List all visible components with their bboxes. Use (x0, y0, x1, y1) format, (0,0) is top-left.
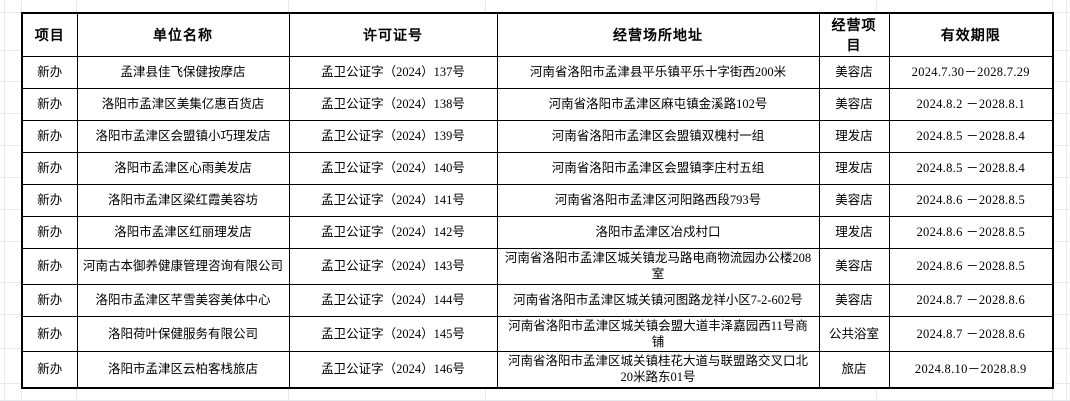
table-row: 新办 洛阳市孟津区红丽理发店 孟卫公证字（2024）142号 洛阳市孟津区冶戍村口 理发… (21, 216, 1054, 249)
table-row: 新办 洛阳市孟津区芊雪美容美体中心 孟卫公证字（2024）144号 河南省洛阳市孟津区… (21, 283, 1054, 317)
cell-license-number: 孟卫公证字（2024）146号 (288, 351, 498, 388)
column-header-license-number: 许可证号 (288, 12, 498, 57)
cell-license-number: 孟卫公证字（2024）140号 (288, 152, 498, 185)
column-header-address: 经营场所地址 (496, 12, 820, 57)
cell-license-number: 孟卫公证字（2024）139号 (288, 120, 498, 153)
cell-validity: 2024.7.30－2028.7.29 (888, 56, 1054, 89)
cell-license-number: 孟卫公证字（2024）144号 (288, 283, 498, 317)
cell-business-item: 理发店 (818, 216, 890, 249)
cell-unit-name: 洛阳荷叶保健服务有限公司 (76, 315, 290, 352)
cell-address: 河南省洛阳市孟津区河阳路西段793号 (496, 184, 820, 217)
column-header-project: 项目 (21, 12, 78, 57)
cell-project: 新办 (21, 216, 78, 249)
cell-license-number: 孟卫公证字（2024）145号 (288, 315, 498, 352)
cell-validity: 2024.8.5 －2028.8.4 (888, 120, 1054, 153)
table-row: 新办 孟津县佳飞保健按摩店 孟卫公证字（2024）137号 河南省洛阳市孟津县平乐镇平… (21, 56, 1054, 89)
cell-unit-name: 洛阳市孟津区梁红霞美容坊 (76, 184, 290, 217)
cell-unit-name: 洛阳市孟津区会盟镇小巧理发店 (76, 120, 290, 153)
cell-business-item: 美容店 (818, 283, 890, 317)
cell-project: 新办 (21, 315, 78, 352)
cell-address: 洛阳市孟津区冶戍村口 (496, 216, 820, 249)
gridline-vertical (1066, 0, 1067, 401)
cell-validity: 2024.8.10－2028.8.9 (888, 351, 1054, 388)
table-row: 新办 洛阳市孟津区美集亿惠百货店 孟卫公证字（2024）138号 河南省洛阳市孟津区麻… (21, 88, 1054, 121)
cell-project: 新办 (21, 56, 78, 89)
cell-address: 河南省洛阳市孟津区会盟镇双槐村一组 (496, 120, 820, 153)
cell-address: 河南省洛阳市孟津区麻屯镇金溪路102号 (496, 88, 820, 121)
column-header-unit-name: 单位名称 (76, 12, 290, 57)
cell-validity: 2024.8.6 －2028.8.5 (888, 184, 1054, 217)
cell-project: 新办 (21, 248, 78, 285)
cell-validity: 2024.8.2 －2028.8.1 (888, 88, 1054, 121)
table-header-row: 项目 单位名称 许可证号 经营场所地址 经营项目 有效期限 (21, 12, 1054, 57)
cell-business-item: 美容店 (818, 248, 890, 285)
cell-address: 河南省洛阳市孟津区城关镇桂花大道与联盟路交叉口北20米路东01号 (496, 351, 820, 388)
cell-address: 河南省洛阳市孟津区城关镇河图路龙祥小区7-2-602号 (496, 283, 820, 317)
cell-license-number: 孟卫公证字（2024）138号 (288, 88, 498, 121)
cell-unit-name: 洛阳市孟津区心雨美发店 (76, 152, 290, 185)
cell-unit-name: 洛阳市孟津区美集亿惠百货店 (76, 88, 290, 121)
cell-license-number: 孟卫公证字（2024）143号 (288, 248, 498, 285)
cell-unit-name: 洛阳市孟津区芊雪美容美体中心 (76, 283, 290, 317)
cell-address: 河南省洛阳市孟津区城关镇龙马路电商物流园办公楼208室 (496, 248, 820, 285)
cell-business-item: 旅店 (818, 351, 890, 388)
table-row: 新办 洛阳市孟津区会盟镇小巧理发店 孟卫公证字（2024）139号 河南省洛阳市孟津区… (21, 120, 1054, 153)
table-row: 新办 河南古本御养健康管理咨询有限公司 孟卫公证字（2024）143号 河南省洛阳市孟… (21, 248, 1054, 285)
cell-unit-name: 洛阳市孟津区云柏客栈旅店 (76, 351, 290, 388)
cell-project: 新办 (21, 88, 78, 121)
table-row: 新办 洛阳市孟津区云柏客栈旅店 孟卫公证字（2024）146号 河南省洛阳市孟津区城关… (21, 351, 1054, 388)
table-header: 项目 单位名称 许可证号 经营场所地址 经营项目 有效期限 (21, 12, 1054, 57)
cell-project: 新办 (21, 120, 78, 153)
cell-project: 新办 (21, 351, 78, 388)
cell-address: 河南省洛阳市孟津县平乐镇平乐十字街西200米 (496, 56, 820, 89)
table-row: 新办 洛阳市孟津区心雨美发店 孟卫公证字（2024）140号 河南省洛阳市孟津区会盟镇… (21, 152, 1054, 185)
cell-business-item: 理发店 (818, 120, 890, 153)
cell-address: 河南省洛阳市孟津区城关镇会盟大道丰泽嘉园西11号商铺 (496, 315, 820, 352)
cell-validity: 2024.8.6 －2028.8.5 (888, 216, 1054, 249)
cell-validity: 2024.8.6 －2028.8.5 (888, 248, 1054, 285)
table-row: 新办 洛阳市孟津区梁红霞美容坊 孟卫公证字（2024）141号 河南省洛阳市孟津区河阳… (21, 184, 1054, 217)
cell-project: 新办 (21, 184, 78, 217)
cell-license-number: 孟卫公证字（2024）137号 (288, 56, 498, 89)
table-body: 新办 孟津县佳飞保健按摩店 孟卫公证字（2024）137号 河南省洛阳市孟津县平乐镇平… (21, 56, 1054, 388)
cell-validity: 2024.8.7 －2028.8.6 (888, 315, 1054, 352)
gridline-vertical (4, 0, 5, 401)
cell-business-item: 美容店 (818, 56, 890, 89)
cell-validity: 2024.8.5 －2028.8.4 (888, 152, 1054, 185)
cell-unit-name: 河南古本御养健康管理咨询有限公司 (76, 248, 290, 285)
column-header-business-item: 经营项目 (818, 12, 890, 57)
cell-business-item: 理发店 (818, 152, 890, 185)
cell-validity: 2024.8.7 －2028.8.6 (888, 283, 1054, 317)
cell-project: 新办 (21, 152, 78, 185)
cell-unit-name: 洛阳市孟津区红丽理发店 (76, 216, 290, 249)
cell-license-number: 孟卫公证字（2024）141号 (288, 184, 498, 217)
cell-unit-name: 孟津县佳飞保健按摩店 (76, 56, 290, 89)
cell-business-item: 美容店 (818, 184, 890, 217)
cell-business-item: 公共浴室 (818, 315, 890, 352)
table-row: 新办 洛阳荷叶保健服务有限公司 孟卫公证字（2024）145号 河南省洛阳市孟津区城关… (21, 315, 1054, 352)
column-header-validity: 有效期限 (888, 12, 1054, 57)
permit-table: 项目 单位名称 许可证号 经营场所地址 经营项目 有效期限 新办 孟津县佳飞保健按摩店 孟卫公… (21, 12, 1054, 389)
cell-business-item: 美容店 (818, 88, 890, 121)
cell-project: 新办 (21, 283, 78, 317)
cell-address: 河南省洛阳市孟津区会盟镇李庄村五组 (496, 152, 820, 185)
cell-license-number: 孟卫公证字（2024）142号 (288, 216, 498, 249)
